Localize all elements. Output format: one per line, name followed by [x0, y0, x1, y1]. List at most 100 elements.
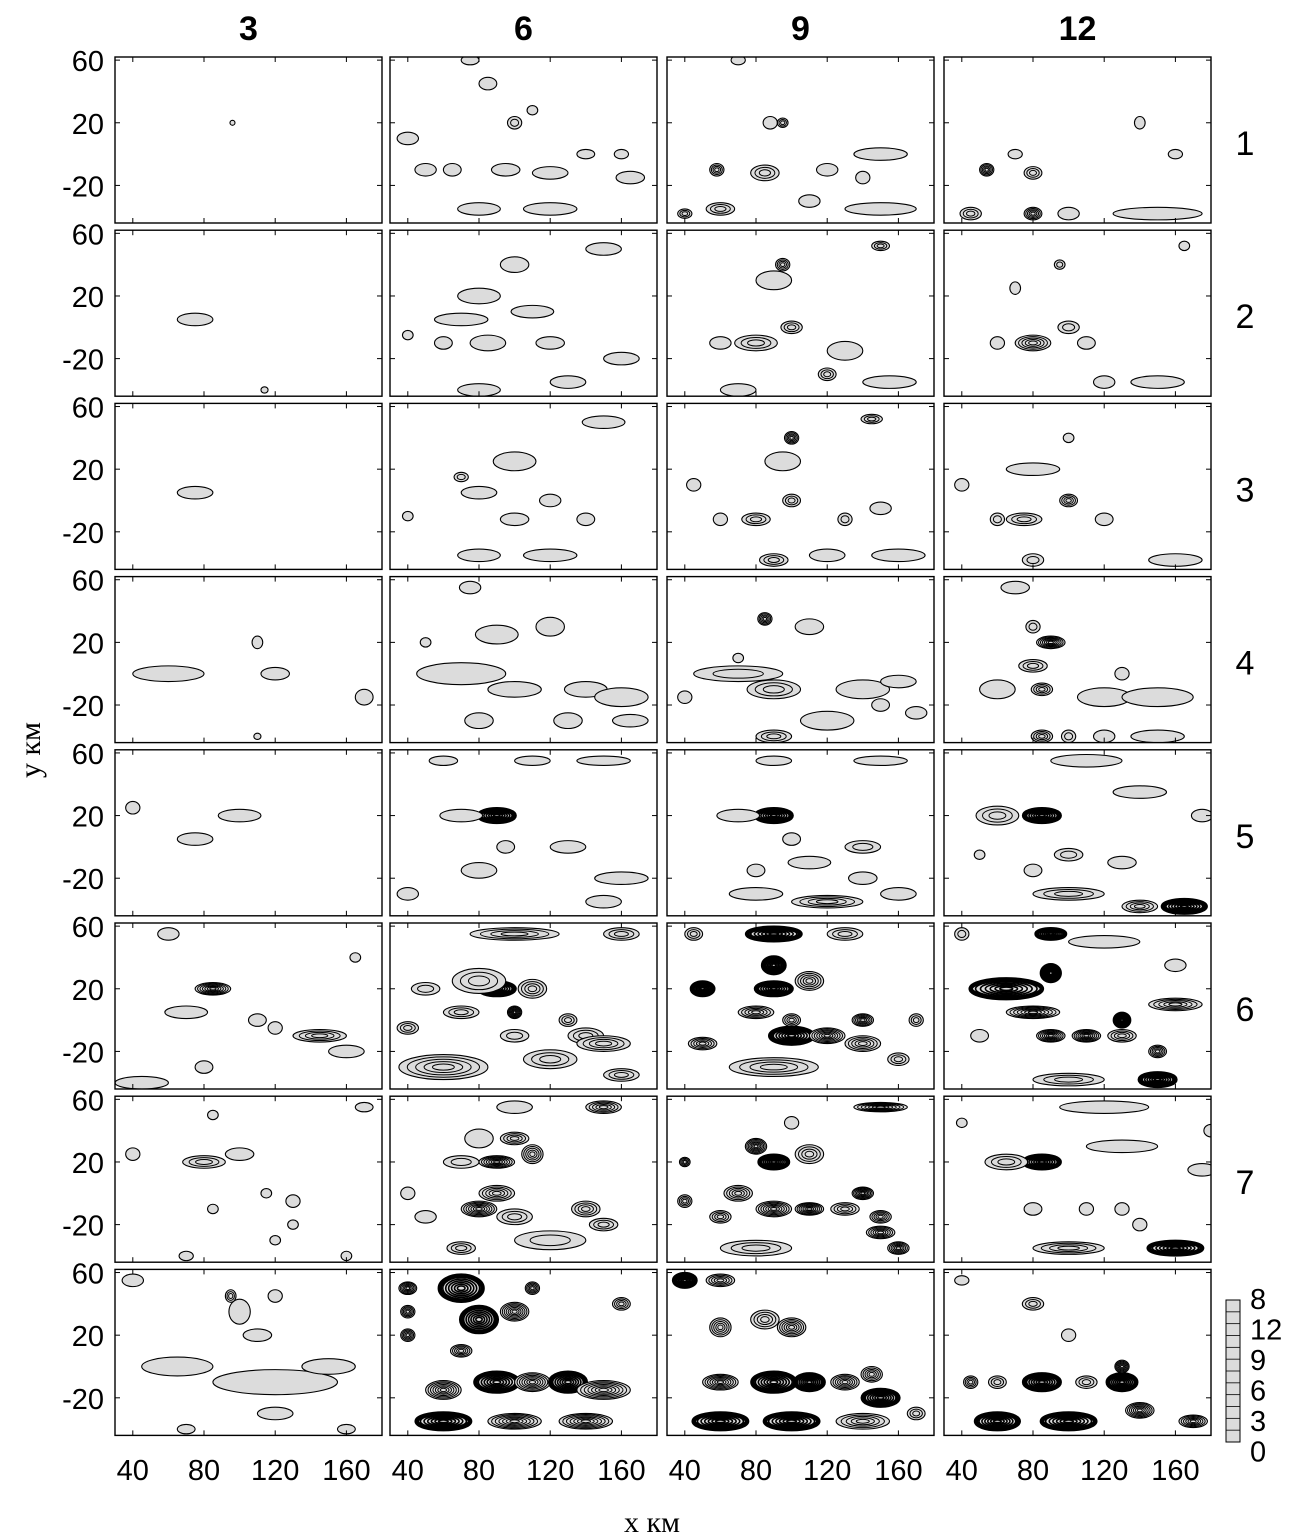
column-title: 6 — [514, 10, 533, 48]
contour-blob — [496, 1100, 533, 1114]
contour-blob — [783, 1116, 800, 1130]
contour-blob — [1060, 1328, 1077, 1342]
contour-blob — [1030, 682, 1054, 697]
contour-blob — [792, 1372, 826, 1393]
contour-blob — [576, 755, 631, 767]
contour-blob — [860, 1387, 901, 1408]
panel-frame — [666, 922, 935, 1090]
panel-r6-c9 — [667, 923, 934, 1089]
contour-blob — [433, 336, 453, 350]
y-tick-label: -20 — [62, 345, 104, 377]
contour-blob — [433, 312, 489, 327]
contour-blob — [1025, 619, 1041, 634]
contour-blob — [176, 1423, 196, 1435]
contour-blob — [478, 76, 498, 91]
contour-blob — [808, 548, 846, 563]
contour-blob — [1112, 206, 1203, 221]
contour-blob — [979, 162, 995, 177]
contour-blob — [1036, 635, 1066, 650]
panel-frame — [114, 922, 383, 1090]
y-tick-label: 20 — [72, 975, 104, 1007]
contour-blob — [677, 690, 693, 704]
contour-blob — [499, 1131, 530, 1146]
contour-blob — [457, 548, 501, 563]
contour-blob — [176, 312, 214, 327]
contour-blob — [1060, 729, 1077, 743]
contour-blob — [437, 1273, 485, 1303]
contour-blob — [414, 1411, 473, 1432]
contour-blob — [267, 1289, 283, 1303]
contour-blob — [887, 1052, 910, 1067]
y-tick-label: -20 — [62, 171, 104, 203]
x-tick-label: 160 — [874, 1455, 922, 1487]
contour-blob — [1112, 1011, 1132, 1029]
labels: 3 6 9 1212345676020-206020-206020-206020-20… — [14, 10, 1254, 1539]
contour-blob — [844, 202, 917, 216]
panel-frame — [943, 56, 1212, 224]
contour-blob — [328, 1044, 365, 1059]
contour-blob — [576, 1035, 631, 1052]
contour-blob — [292, 1028, 347, 1043]
y-tick-label: -20 — [62, 691, 104, 723]
contour-blob — [776, 117, 789, 129]
contour-blob — [269, 1235, 282, 1246]
contour-blob — [121, 1273, 145, 1288]
contour-blob — [968, 977, 1045, 1001]
contour-blob — [689, 980, 716, 998]
panel-frame — [666, 749, 935, 917]
contour-blob — [871, 698, 891, 712]
panel-r4-c6 — [390, 576, 657, 743]
x-tick-label: 80 — [1017, 1455, 1049, 1487]
panel-r7-c12 — [944, 1096, 1211, 1263]
contour-blob — [260, 386, 269, 394]
contour-blob — [1059, 1100, 1150, 1114]
contour-blob — [1178, 240, 1191, 252]
contour-blob — [760, 955, 787, 976]
contour-blob — [835, 1412, 891, 1430]
y-tick-label: -20 — [62, 1037, 104, 1069]
panel-r1-c3 — [115, 57, 382, 223]
contour-blob — [256, 1406, 294, 1421]
panel-r7-c3 — [115, 1096, 382, 1263]
panel-frame — [114, 749, 383, 917]
contour-blob — [506, 1005, 523, 1020]
panel-r1-c9 — [667, 57, 934, 223]
contour-blob — [746, 679, 802, 700]
panel-r5-c3 — [115, 749, 382, 916]
contour-blob — [775, 257, 791, 272]
contour-blob — [1021, 1153, 1062, 1171]
y-tick-label: 60 — [72, 912, 104, 944]
contour-blob — [1146, 1239, 1205, 1257]
contour-blob — [1076, 336, 1096, 350]
contour-blob — [862, 375, 917, 389]
contour-blob — [451, 967, 507, 995]
contour-blob — [442, 1155, 480, 1169]
contour-blob — [458, 1304, 500, 1335]
contour-blob — [1164, 958, 1187, 973]
contour-blob — [1021, 553, 1045, 567]
contour-blob — [492, 451, 537, 472]
panel-r3-c6 — [390, 403, 657, 570]
contour-blob — [125, 1147, 141, 1161]
contour-blob — [791, 894, 864, 909]
panel-r7-c9 — [667, 1096, 934, 1263]
contour-blob — [125, 800, 141, 815]
contour-blob — [176, 832, 214, 846]
contour-blob — [449, 1344, 473, 1358]
contour-blob — [132, 665, 205, 683]
x-tick-label: 120 — [251, 1455, 299, 1487]
contour-blob — [853, 755, 908, 767]
panel-frame — [943, 749, 1212, 917]
contour-blob — [728, 1057, 819, 1078]
contour-blob — [611, 713, 649, 728]
legend-tick-label: 8 — [1250, 1284, 1266, 1316]
panel-r4-c9 — [667, 576, 934, 743]
contour-blob — [499, 256, 530, 274]
contour-blob — [887, 1241, 910, 1255]
panel-r8-c9 — [667, 1269, 934, 1436]
contour-blob — [207, 1109, 219, 1121]
x-tick-label: 120 — [1080, 1455, 1128, 1487]
contour-blob — [908, 1013, 924, 1027]
contour-blob — [194, 1060, 214, 1074]
